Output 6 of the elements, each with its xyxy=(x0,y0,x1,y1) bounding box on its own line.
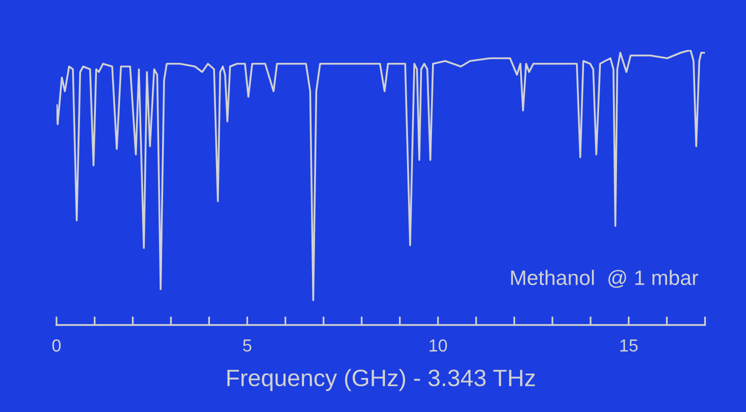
x-axis-title: Frequency (GHz) - 3.343 THz xyxy=(227,368,535,391)
x-tick-label: 10 xyxy=(430,339,447,352)
x-tick-label: 15 xyxy=(620,340,638,352)
x-tick-label: 0 xyxy=(52,339,61,352)
annotation: Methanol @ 1 mbar xyxy=(511,270,698,288)
x-tick-label: 5 xyxy=(243,340,252,352)
